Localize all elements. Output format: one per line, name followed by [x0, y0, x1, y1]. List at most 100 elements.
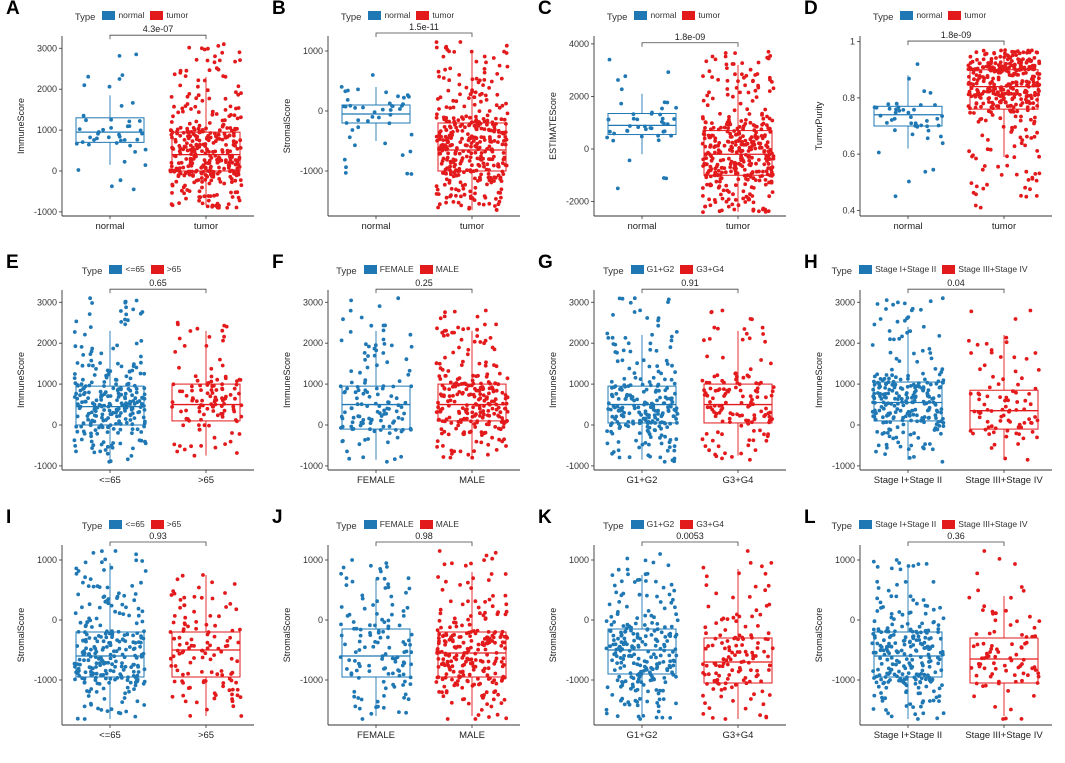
data-point — [933, 670, 938, 675]
data-point — [92, 404, 97, 409]
data-point — [397, 379, 402, 383]
data-point — [981, 57, 986, 62]
data-point — [357, 648, 362, 652]
data-point — [930, 644, 935, 648]
data-point — [998, 395, 1002, 399]
data-point — [375, 576, 380, 581]
data-point — [733, 371, 738, 376]
data-point — [443, 419, 447, 424]
data-point — [461, 327, 466, 332]
data-point — [648, 435, 653, 439]
data-point — [441, 661, 445, 666]
data-point — [875, 596, 880, 601]
data-point — [894, 101, 899, 106]
data-point — [718, 158, 723, 163]
data-point — [461, 381, 465, 386]
data-point — [373, 640, 377, 644]
data-point — [1008, 420, 1012, 424]
data-point — [177, 635, 182, 640]
data-point — [209, 379, 214, 384]
data-point — [123, 322, 128, 327]
data-point — [388, 108, 393, 112]
data-point — [130, 422, 135, 427]
data-point — [708, 400, 712, 404]
data-point — [85, 414, 90, 418]
data-point — [615, 186, 620, 191]
data-point — [183, 622, 187, 627]
data-point — [616, 440, 621, 444]
data-point — [1004, 340, 1009, 345]
data-point — [493, 671, 498, 676]
data-point — [769, 561, 774, 565]
data-point — [229, 672, 234, 676]
data-point — [115, 388, 120, 393]
data-point — [133, 683, 138, 688]
data-point — [363, 438, 367, 442]
data-point — [381, 629, 385, 634]
data-point — [135, 699, 140, 704]
data-point — [98, 389, 103, 394]
data-point — [176, 161, 181, 166]
data-point — [452, 616, 457, 621]
data-point — [208, 657, 213, 662]
data-point — [933, 103, 937, 107]
data-point — [437, 618, 442, 623]
data-point — [440, 587, 445, 592]
data-point — [185, 141, 189, 146]
x-tick-label: Stage III+Stage IV — [965, 475, 1043, 486]
data-point — [971, 153, 975, 158]
data-point — [453, 162, 457, 167]
data-point — [628, 383, 633, 387]
data-point — [222, 408, 227, 413]
data-point — [620, 680, 624, 684]
data-point — [112, 649, 116, 654]
data-point — [661, 697, 666, 701]
data-point — [111, 669, 116, 674]
data-point — [757, 158, 761, 162]
data-point — [885, 626, 890, 631]
data-point — [504, 122, 508, 126]
data-point — [115, 638, 119, 642]
data-point — [611, 138, 616, 143]
data-point — [626, 424, 631, 429]
data-point — [72, 438, 77, 443]
legend: Type normal tumor — [532, 10, 798, 23]
data-point — [482, 67, 487, 71]
data-point — [974, 81, 979, 86]
data-point — [194, 137, 199, 142]
data-point — [374, 386, 379, 391]
data-point — [731, 62, 736, 66]
data-point — [172, 679, 177, 684]
data-point — [703, 701, 707, 705]
data-point — [885, 629, 890, 634]
data-point — [617, 455, 622, 460]
data-point — [462, 662, 467, 667]
data-point — [610, 451, 614, 456]
data-point — [356, 388, 361, 393]
x-tick-label: normal — [893, 221, 922, 232]
data-point — [910, 408, 914, 413]
data-point — [643, 411, 648, 415]
data-point — [373, 343, 378, 348]
data-point — [189, 152, 194, 157]
data-point — [82, 658, 86, 663]
data-point — [350, 128, 355, 132]
legend-item: normal — [634, 10, 676, 20]
data-point — [106, 416, 110, 420]
data-point — [656, 408, 660, 413]
data-point — [750, 420, 754, 425]
data-point — [449, 193, 453, 198]
data-point — [177, 642, 182, 647]
data-point — [936, 623, 941, 627]
data-point — [464, 85, 469, 90]
data-point — [764, 144, 769, 148]
data-point — [728, 165, 733, 170]
y-tick-label: -1000 — [34, 461, 57, 471]
data-point — [129, 454, 134, 458]
data-point — [383, 652, 388, 656]
data-point — [478, 93, 482, 97]
data-point — [196, 110, 201, 114]
data-point — [710, 643, 715, 648]
data-point — [647, 425, 652, 430]
